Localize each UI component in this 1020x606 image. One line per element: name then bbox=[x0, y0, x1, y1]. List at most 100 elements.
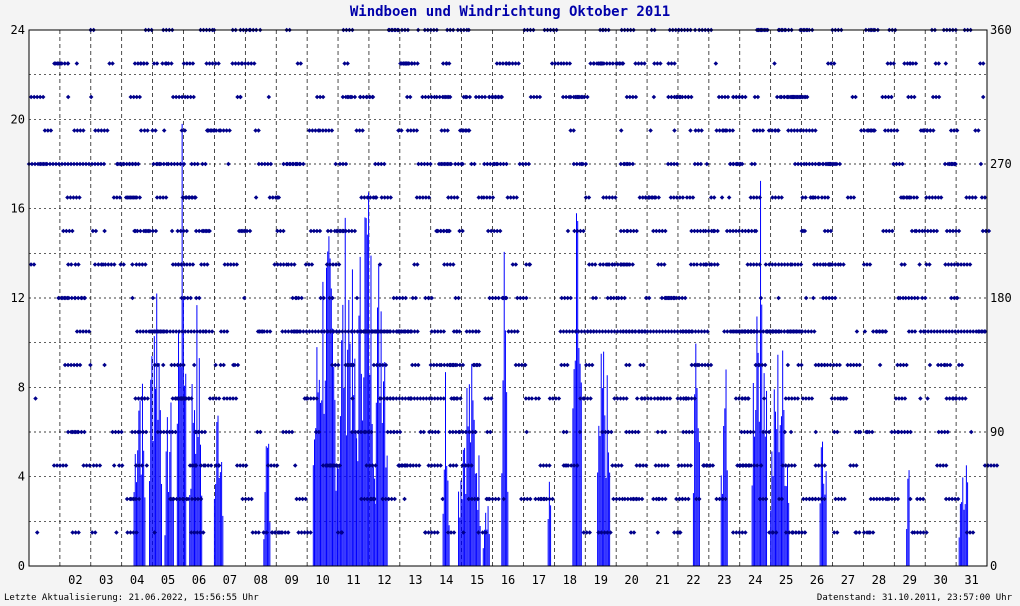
direction-dot bbox=[786, 463, 791, 468]
direction-dot bbox=[892, 496, 898, 502]
direction-dot bbox=[274, 463, 280, 468]
direction-dot bbox=[387, 396, 393, 401]
direction-dot bbox=[524, 295, 529, 301]
direction-dot bbox=[476, 329, 481, 334]
direction-dot bbox=[634, 496, 640, 502]
direction-dot bbox=[841, 262, 846, 267]
direction-dot bbox=[949, 496, 955, 502]
direction-dot bbox=[673, 295, 679, 301]
direction-dot bbox=[964, 262, 970, 267]
direction-dot bbox=[836, 262, 841, 267]
direction-dot bbox=[442, 262, 447, 267]
direction-dot bbox=[304, 396, 309, 401]
direction-dot bbox=[618, 396, 623, 401]
direction-dot bbox=[348, 94, 353, 100]
direction-dot bbox=[577, 429, 583, 435]
direction-dot bbox=[173, 94, 179, 100]
direction-dot bbox=[34, 94, 40, 100]
direction-dot bbox=[868, 496, 874, 502]
direction-dot bbox=[659, 463, 665, 468]
direction-dot bbox=[210, 396, 216, 401]
direction-dot bbox=[412, 262, 417, 267]
direction-dot bbox=[955, 262, 961, 267]
direction-dot bbox=[237, 463, 243, 468]
direction-dot bbox=[148, 329, 154, 334]
direction-dot bbox=[927, 262, 932, 267]
direction-dot bbox=[65, 195, 70, 200]
direction-dot bbox=[862, 329, 868, 334]
direction-dot bbox=[184, 61, 190, 66]
direction-dot bbox=[609, 429, 614, 435]
direction-dot bbox=[76, 262, 81, 267]
direction-dot bbox=[609, 262, 615, 267]
direction-dot bbox=[185, 94, 190, 100]
direction-dot bbox=[346, 329, 351, 334]
direction-dot bbox=[588, 329, 594, 334]
direction-dot bbox=[877, 362, 883, 368]
direction-dot bbox=[813, 496, 818, 502]
direction-dot bbox=[337, 329, 342, 334]
direction-dot bbox=[408, 329, 413, 334]
direction-dot bbox=[786, 530, 792, 535]
direction-dot bbox=[213, 396, 219, 401]
left-axis-label: 4 bbox=[18, 470, 25, 484]
direction-dot bbox=[396, 463, 401, 468]
direction-dot bbox=[437, 362, 443, 368]
direction-dot bbox=[58, 61, 63, 66]
direction-dot bbox=[267, 195, 273, 200]
direction-dot bbox=[472, 362, 477, 368]
direction-dot bbox=[895, 362, 900, 368]
direction-dot bbox=[952, 262, 957, 267]
direction-dot bbox=[221, 329, 227, 334]
direction-dot bbox=[120, 161, 126, 167]
direction-dot bbox=[533, 496, 538, 502]
direction-dot bbox=[391, 429, 397, 435]
direction-dot bbox=[780, 463, 785, 468]
direction-dot bbox=[463, 463, 468, 468]
direction-dot bbox=[102, 128, 107, 133]
direction-dot bbox=[652, 396, 657, 401]
direction-dot bbox=[739, 396, 745, 401]
direction-dot bbox=[562, 295, 567, 301]
x-axis-day-label: 10 bbox=[315, 573, 329, 587]
direction-dot bbox=[581, 396, 586, 401]
direction-dot bbox=[345, 94, 350, 100]
direction-dot bbox=[770, 262, 775, 267]
direction-dot bbox=[945, 429, 951, 435]
direction-dot bbox=[902, 262, 907, 267]
direction-dot bbox=[806, 396, 812, 401]
direction-dot bbox=[386, 496, 391, 502]
direction-dot bbox=[98, 161, 104, 167]
direction-dot bbox=[364, 463, 369, 468]
direction-dot bbox=[832, 429, 837, 435]
direction-dot bbox=[802, 530, 808, 535]
direction-dot bbox=[675, 396, 680, 401]
direction-dot bbox=[686, 496, 691, 502]
direction-dot bbox=[322, 329, 327, 334]
direction-dot bbox=[519, 362, 525, 368]
x-axis-day-label: 09 bbox=[284, 573, 298, 587]
direction-dot bbox=[441, 396, 447, 401]
direction-dot bbox=[678, 530, 683, 535]
direction-dot bbox=[892, 429, 898, 435]
direction-dot bbox=[151, 61, 157, 66]
direction-dot bbox=[630, 429, 635, 435]
direction-dot bbox=[686, 329, 691, 334]
direction-dot bbox=[394, 396, 399, 401]
direction-dot bbox=[762, 362, 768, 368]
direction-dot bbox=[681, 396, 686, 401]
direction-dot bbox=[627, 362, 632, 368]
direction-dot bbox=[763, 496, 769, 502]
direction-dot bbox=[512, 329, 517, 334]
direction-dot bbox=[889, 429, 895, 435]
direction-dot bbox=[207, 396, 213, 401]
direction-dot bbox=[571, 463, 577, 468]
direction-dot bbox=[421, 396, 426, 401]
direction-dot bbox=[150, 295, 156, 301]
direction-dot bbox=[448, 463, 453, 468]
direction-dot bbox=[296, 530, 301, 535]
direction-dot bbox=[634, 396, 640, 401]
direction-dot bbox=[939, 429, 945, 435]
direction-dot bbox=[383, 362, 389, 368]
direction-dot bbox=[99, 262, 104, 267]
